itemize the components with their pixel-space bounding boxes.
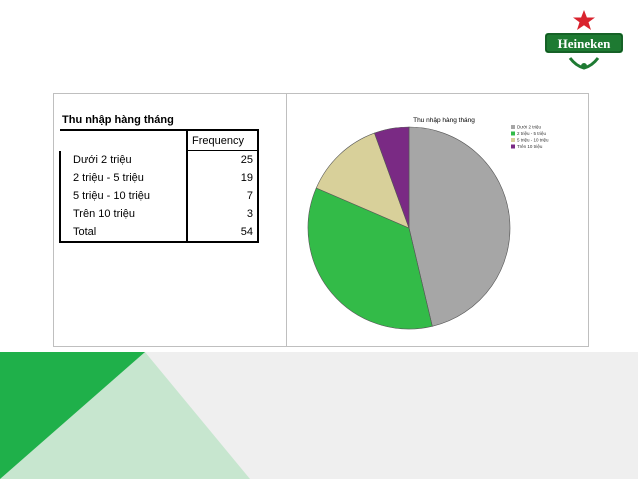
row-value: 54 bbox=[187, 223, 259, 243]
row-value: 3 bbox=[187, 205, 259, 223]
table-row: Trên 10 triệu 3 bbox=[59, 205, 259, 223]
row-label: Total bbox=[59, 223, 188, 243]
frequency-header: Frequency bbox=[187, 129, 259, 151]
legend-swatch bbox=[511, 131, 515, 136]
chart-title: Thu nhập hàng tháng bbox=[413, 117, 475, 124]
row-value: 19 bbox=[187, 169, 259, 187]
row-label: 5 triệu - 10 triệu bbox=[59, 187, 188, 205]
row-value: 7 bbox=[187, 187, 259, 205]
heineken-logo: Heineken bbox=[543, 10, 625, 70]
table-row: 2 triệu - 5 triệu 19 bbox=[59, 169, 259, 187]
decorative-triangles bbox=[0, 352, 250, 479]
row-label: Trên 10 triệu bbox=[59, 205, 188, 223]
logo-text: Heineken bbox=[558, 36, 611, 51]
pie-slice bbox=[408, 126, 511, 327]
row-label: Dưới 2 triệu bbox=[59, 150, 188, 169]
frequency-table: Frequency Dưới 2 triệu 25 2 triệu - 5 tr… bbox=[59, 129, 259, 243]
pie-slice bbox=[374, 126, 410, 229]
table-row: Dưới 2 triệu 25 bbox=[59, 150, 259, 169]
table-row: 5 triệu - 10 triệu 7 bbox=[59, 187, 259, 205]
legend-label: Dưới 2 triệu bbox=[517, 125, 541, 130]
row-value: 25 bbox=[187, 150, 259, 169]
frame-divider bbox=[286, 93, 287, 347]
pie-slice bbox=[307, 187, 433, 330]
table-title: Thu nhập hàng tháng bbox=[62, 114, 174, 126]
table-corner-cell bbox=[60, 129, 188, 151]
red-star-icon bbox=[573, 10, 595, 30]
pie-slice bbox=[315, 132, 410, 229]
legend-label: 2 triệu - 5 triệu bbox=[517, 131, 547, 136]
legend-swatch bbox=[511, 144, 515, 149]
legend-swatch bbox=[511, 138, 515, 142]
table-header-row: Frequency bbox=[60, 129, 259, 151]
row-label: 2 triệu - 5 triệu bbox=[59, 169, 188, 187]
dark-green-triangle bbox=[0, 352, 145, 479]
legend-label: 5 triệu - 10 triệu bbox=[517, 138, 549, 143]
legend-label: Trên 10 triệu bbox=[517, 144, 543, 149]
legend-swatch bbox=[511, 125, 515, 129]
pie-slices bbox=[307, 126, 511, 330]
table-total-row: Total 54 bbox=[59, 223, 259, 243]
